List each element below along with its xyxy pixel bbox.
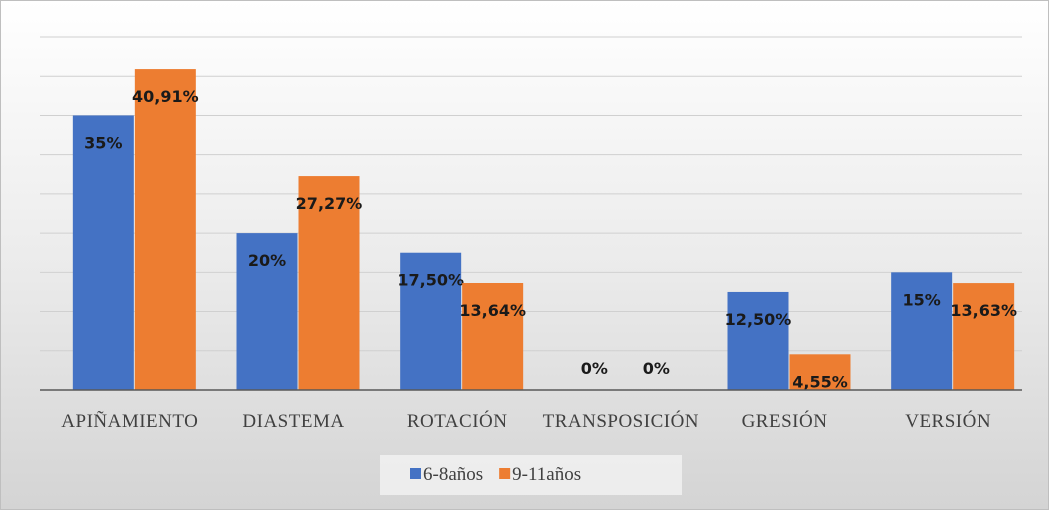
legend-swatch xyxy=(410,468,421,479)
data-label: 13,64% xyxy=(459,301,526,320)
bar xyxy=(953,283,1015,390)
x-tick-label: APIÑAMIENTO xyxy=(61,410,198,432)
bar xyxy=(134,69,196,391)
bar xyxy=(462,283,524,390)
bar xyxy=(236,233,298,390)
bar xyxy=(400,252,462,390)
legend-box xyxy=(380,455,682,495)
data-label: 17,50% xyxy=(397,271,464,290)
data-label: 27,27% xyxy=(296,194,363,213)
x-tick-label: ROTACIÓN xyxy=(407,410,508,432)
bar xyxy=(891,272,953,390)
data-label: 35% xyxy=(84,133,122,152)
x-tick-label: GRESIÓN xyxy=(742,410,828,432)
bar xyxy=(298,176,360,390)
legend-swatch xyxy=(499,468,511,479)
data-label: 15% xyxy=(903,290,941,309)
x-tick-label: TRANSPOSICIÓN xyxy=(543,410,699,432)
data-label: 13,63% xyxy=(950,301,1017,320)
data-label: 0% xyxy=(581,359,608,378)
data-label: 0% xyxy=(643,359,670,378)
bar xyxy=(789,354,851,390)
x-tick-label: DIASTEMA xyxy=(242,411,344,432)
data-label: 20% xyxy=(248,251,286,270)
data-label: 40,91% xyxy=(132,87,199,106)
data-label: 12,50% xyxy=(725,310,792,329)
legend-label: 6-8años xyxy=(423,464,483,485)
x-tick-label: VERSIÓN xyxy=(905,410,991,432)
bar xyxy=(727,291,789,390)
bar xyxy=(72,115,134,390)
legend-label: 9-11años xyxy=(512,464,581,485)
data-label: 4,55% xyxy=(792,372,848,391)
